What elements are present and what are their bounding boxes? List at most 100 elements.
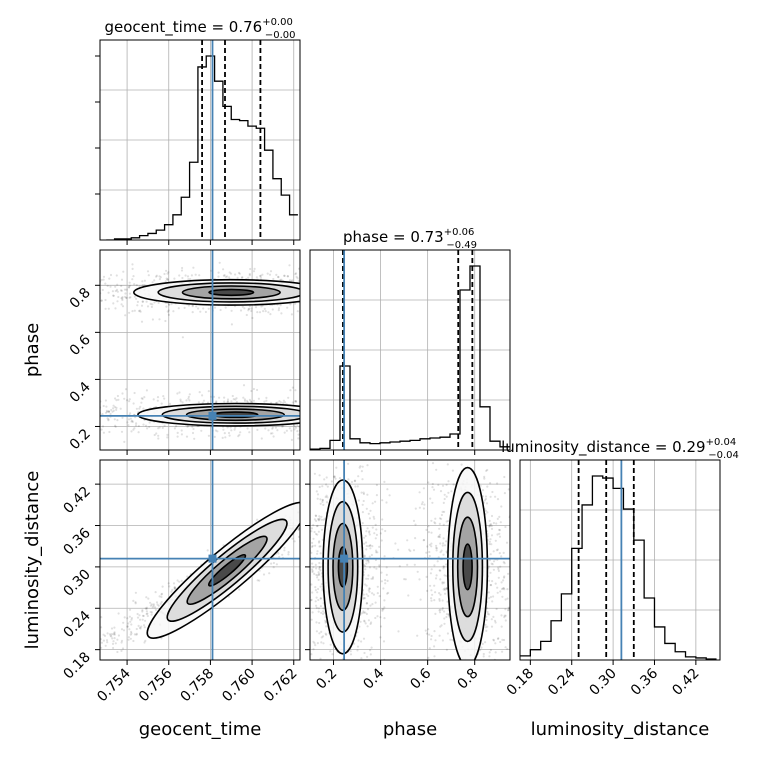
sample-point	[198, 274, 201, 277]
sample-point	[294, 426, 298, 429]
sample-point	[170, 303, 173, 306]
sample-point	[231, 394, 234, 398]
sample-point	[442, 542, 445, 545]
sample-point	[442, 553, 445, 556]
sample-point	[280, 278, 283, 281]
x-axis-label-phase: phase	[383, 719, 437, 740]
sample-point	[138, 309, 142, 312]
sample-point	[443, 622, 446, 625]
sample-point	[269, 313, 272, 316]
contour-level-3	[337, 546, 349, 588]
sample-point	[384, 579, 387, 582]
sample-point	[356, 645, 360, 648]
sample-point	[363, 597, 367, 600]
sample-point	[155, 432, 158, 435]
sample-point	[202, 399, 206, 402]
sample-point	[159, 276, 162, 279]
sample-point	[224, 436, 227, 439]
sample-point	[256, 579, 259, 582]
sample-point	[136, 616, 140, 619]
sample-point	[438, 609, 441, 612]
sample-point	[372, 515, 375, 519]
sample-point	[160, 637, 163, 640]
sample-point	[124, 292, 127, 295]
sample-point	[149, 302, 152, 305]
sample-point	[382, 587, 385, 590]
sample-point	[483, 499, 487, 502]
sample-point	[238, 588, 241, 591]
sample-point	[143, 396, 146, 399]
sample-point	[312, 524, 315, 527]
sample-point	[176, 431, 179, 434]
sample-point	[438, 634, 441, 637]
sample-point	[198, 391, 201, 394]
sample-point	[110, 635, 113, 638]
sample-point	[490, 524, 493, 528]
sample-point	[294, 400, 297, 403]
sample-point	[290, 313, 293, 316]
sample-point	[275, 563, 278, 566]
sample-point	[192, 427, 195, 431]
sample-point	[414, 523, 417, 526]
sample-point	[270, 401, 273, 404]
sample-point	[318, 485, 321, 489]
sample-point	[253, 267, 256, 270]
sample-point	[320, 515, 323, 518]
sample-point	[319, 498, 322, 501]
sample-point	[439, 490, 443, 493]
sample-point	[440, 549, 443, 552]
sample-point	[102, 404, 105, 408]
sample-point	[224, 306, 227, 309]
sample-point	[310, 653, 313, 656]
sample-point	[277, 307, 281, 310]
sample-point	[217, 271, 220, 274]
sample-point	[250, 309, 253, 313]
sample-point	[445, 587, 448, 590]
sample-point	[361, 612, 364, 615]
sample-point	[165, 277, 168, 280]
sample-point	[149, 601, 152, 604]
sample-point	[128, 296, 131, 299]
sample-point	[151, 281, 154, 284]
sample-point	[370, 621, 373, 624]
sample-point	[201, 394, 204, 397]
sample-point	[280, 312, 283, 315]
sample-point	[376, 615, 379, 618]
sample-point	[489, 583, 492, 587]
sample-point	[110, 627, 114, 630]
sample-point	[259, 274, 262, 277]
sample-point	[272, 277, 275, 281]
sample-point	[248, 431, 251, 434]
sample-point	[397, 630, 400, 633]
sample-point	[223, 400, 226, 403]
sample-point	[321, 500, 324, 503]
sample-point	[428, 550, 431, 554]
sample-point	[498, 552, 501, 555]
sample-point	[498, 515, 501, 519]
sample-point	[385, 566, 388, 569]
sample-point	[443, 581, 446, 584]
sample-point	[296, 277, 299, 280]
sample-point	[503, 562, 506, 565]
sample-point	[362, 499, 365, 503]
sample-point	[202, 307, 205, 310]
sample-point	[314, 563, 317, 567]
sample-point	[434, 522, 437, 525]
sample-point	[316, 591, 319, 594]
sample-point	[489, 584, 493, 587]
sample-point	[102, 639, 105, 642]
sample-point	[230, 309, 233, 312]
sample-point	[121, 305, 125, 308]
sample-point	[238, 433, 241, 436]
sample-point	[430, 545, 433, 548]
sample-point	[160, 592, 164, 595]
sample-point	[331, 653, 334, 656]
sample-point	[128, 281, 131, 284]
sample-point	[282, 399, 285, 402]
sample-point	[109, 634, 112, 637]
sample-point	[145, 606, 148, 609]
sample-point	[502, 587, 505, 590]
sample-point	[365, 548, 368, 551]
sample-point	[312, 566, 315, 569]
sample-point	[144, 607, 147, 610]
